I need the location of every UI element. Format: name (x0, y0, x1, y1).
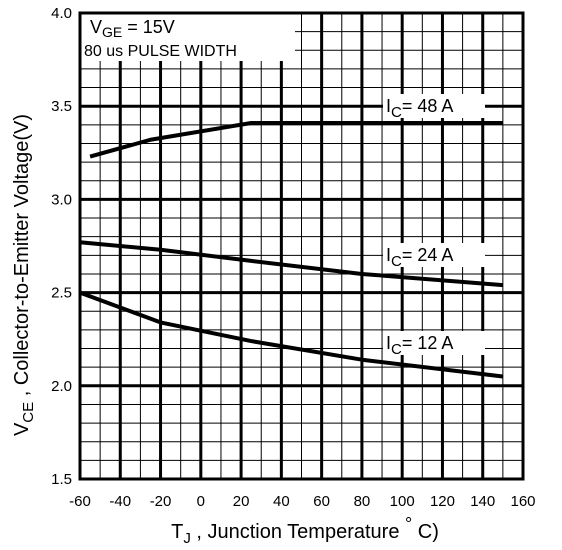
x-tick-label: 0 (197, 493, 205, 510)
y-tick-label: 1.5 (51, 471, 72, 488)
y-tick-label: 2.0 (51, 378, 72, 395)
y-tick-label: 4.0 (51, 5, 72, 22)
series-line-0 (89, 120, 503, 159)
x-tick-label: 40 (273, 493, 290, 510)
tick-labels: -60 -40 -20 0 20 40 60 80 100 120 140 160 1.5 2.0 2.5 3… (51, 5, 535, 510)
plot-frame (78, 11, 525, 481)
y-tick-label: 2.5 (51, 285, 72, 302)
series-line-1 (79, 240, 504, 288)
y-tick-label: 3.0 (51, 191, 72, 208)
x-tick-label: 120 (430, 493, 455, 510)
x-tick-label: 80 (354, 493, 371, 510)
x-tick-label: -60 (69, 493, 91, 510)
x-tick-label: -20 (150, 493, 172, 510)
label-bg-24 (383, 243, 485, 267)
x-tick-label: 100 (390, 493, 415, 510)
vge-annotation: VGE = 15V (90, 17, 175, 40)
label-bg-48 (383, 94, 485, 118)
series-line-2 (79, 290, 504, 379)
y-axis-title: VCE , Collector-to-Emitter Voltage(V) (11, 114, 37, 436)
x-tick-label: -40 (109, 493, 131, 510)
ic24-label: IC= 24 A (386, 245, 453, 270)
ic12-label: IC= 12 A (386, 333, 453, 358)
legend-box (80, 14, 295, 61)
ic48-label: IC= 48 A (386, 96, 453, 121)
x-axis-title: TJ , Junction Temperature ° C) (171, 514, 439, 547)
data-lines (79, 120, 504, 379)
x-tick-label: 140 (470, 493, 495, 510)
y-tick-label: 3.5 (51, 98, 72, 115)
label-bg-12 (383, 331, 485, 355)
pulse-annotation: 80 us PULSE WIDTH (84, 43, 237, 60)
x-tick-label: 20 (233, 493, 250, 510)
x-tick-label: 60 (313, 493, 330, 510)
x-tick-label: 160 (510, 493, 535, 510)
